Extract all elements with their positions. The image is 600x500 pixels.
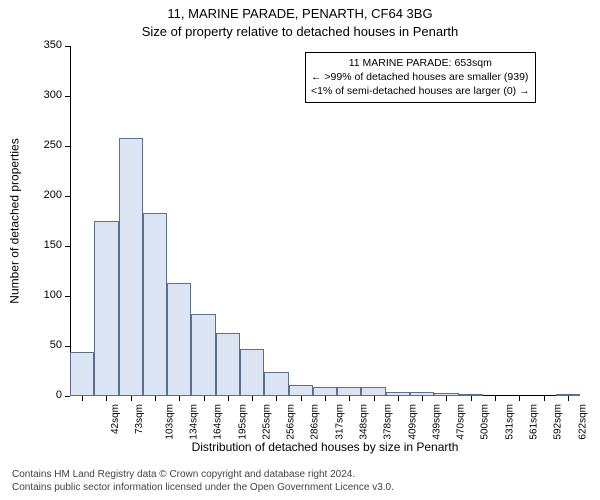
x-tick-mark bbox=[398, 396, 399, 401]
histogram-bar bbox=[191, 314, 215, 396]
x-tick-label: 73sqm bbox=[134, 404, 145, 434]
y-tick-mark bbox=[65, 196, 70, 197]
x-tick-label: 592sqm bbox=[553, 404, 564, 440]
x-tick-label: 42sqm bbox=[110, 404, 121, 434]
y-tick-label: 0 bbox=[20, 390, 62, 401]
x-tick-mark bbox=[446, 396, 447, 401]
x-tick-mark bbox=[568, 396, 569, 401]
x-tick-mark bbox=[131, 396, 132, 401]
x-tick-mark bbox=[519, 396, 520, 401]
y-tick-mark bbox=[65, 246, 70, 247]
x-tick-mark bbox=[495, 396, 496, 401]
histogram-bar bbox=[361, 387, 385, 396]
annotation-line2: ← >99% of detached houses are smaller (9… bbox=[311, 70, 530, 84]
y-tick-mark bbox=[65, 46, 70, 47]
y-tick-mark bbox=[65, 396, 70, 397]
y-tick-mark bbox=[65, 346, 70, 347]
x-tick-mark bbox=[349, 396, 350, 401]
x-tick-label: 348sqm bbox=[359, 404, 370, 440]
histogram-bar bbox=[216, 333, 240, 396]
y-tick-label: 150 bbox=[20, 240, 62, 251]
histogram-bar bbox=[167, 283, 191, 396]
x-tick-mark bbox=[374, 396, 375, 401]
x-tick-label: 378sqm bbox=[383, 404, 394, 440]
y-tick-label: 250 bbox=[20, 140, 62, 151]
x-tick-mark bbox=[228, 396, 229, 401]
annotation-line3: <1% of semi-detached houses are larger (… bbox=[311, 84, 530, 98]
x-tick-label: 409sqm bbox=[407, 404, 418, 440]
chart-title-main: 11, MARINE PARADE, PENARTH, CF64 3BG bbox=[0, 6, 600, 21]
histogram-bar bbox=[143, 213, 167, 396]
x-tick-mark bbox=[155, 396, 156, 401]
histogram-bar bbox=[337, 387, 361, 396]
histogram-bar bbox=[94, 221, 118, 396]
footer-attribution: Contains HM Land Registry data © Crown c… bbox=[12, 468, 394, 494]
annotation-box: 11 MARINE PARADE: 653sqm ← >99% of detac… bbox=[305, 52, 536, 103]
x-tick-mark bbox=[301, 396, 302, 401]
x-tick-mark bbox=[204, 396, 205, 401]
y-tick-label: 200 bbox=[20, 190, 62, 201]
x-tick-label: 622sqm bbox=[577, 404, 588, 440]
x-tick-label: 439sqm bbox=[431, 404, 442, 440]
x-tick-label: 134sqm bbox=[189, 404, 200, 440]
x-tick-label: 317sqm bbox=[334, 404, 345, 440]
y-tick-label: 100 bbox=[20, 290, 62, 301]
x-tick-label: 500sqm bbox=[480, 404, 491, 440]
histogram-bar bbox=[313, 387, 337, 396]
y-tick-mark bbox=[65, 296, 70, 297]
x-tick-label: 256sqm bbox=[286, 404, 297, 440]
histogram-bar bbox=[289, 385, 313, 396]
footer-line1: Contains HM Land Registry data © Crown c… bbox=[12, 468, 394, 481]
histogram-bar bbox=[240, 349, 264, 396]
x-tick-mark bbox=[544, 396, 545, 401]
x-tick-label: 195sqm bbox=[237, 404, 248, 440]
y-tick-label: 50 bbox=[20, 340, 62, 351]
histogram-bar bbox=[119, 138, 143, 396]
x-tick-mark bbox=[325, 396, 326, 401]
x-tick-label: 561sqm bbox=[529, 404, 540, 440]
histogram-bar bbox=[264, 372, 288, 396]
y-tick-mark bbox=[65, 96, 70, 97]
chart-title-sub: Size of property relative to detached ho… bbox=[0, 24, 600, 39]
x-tick-mark bbox=[422, 396, 423, 401]
y-tick-label: 300 bbox=[20, 90, 62, 101]
histogram-bar bbox=[70, 352, 94, 396]
x-tick-mark bbox=[179, 396, 180, 401]
y-tick-label: 350 bbox=[20, 40, 62, 51]
x-tick-label: 286sqm bbox=[310, 404, 321, 440]
y-tick-mark bbox=[65, 146, 70, 147]
footer-line2: Contains public sector information licen… bbox=[12, 481, 394, 494]
x-tick-label: 470sqm bbox=[456, 404, 467, 440]
x-tick-label: 164sqm bbox=[213, 404, 224, 440]
annotation-line1: 11 MARINE PARADE: 653sqm bbox=[311, 56, 530, 70]
x-tick-mark bbox=[82, 396, 83, 401]
x-tick-label: 531sqm bbox=[504, 404, 515, 440]
x-tick-mark bbox=[276, 396, 277, 401]
x-tick-label: 225sqm bbox=[261, 404, 272, 440]
x-tick-label: 103sqm bbox=[164, 404, 175, 440]
x-axis-label: Distribution of detached houses by size … bbox=[70, 440, 580, 454]
x-tick-mark bbox=[252, 396, 253, 401]
x-tick-mark bbox=[471, 396, 472, 401]
x-tick-mark bbox=[106, 396, 107, 401]
